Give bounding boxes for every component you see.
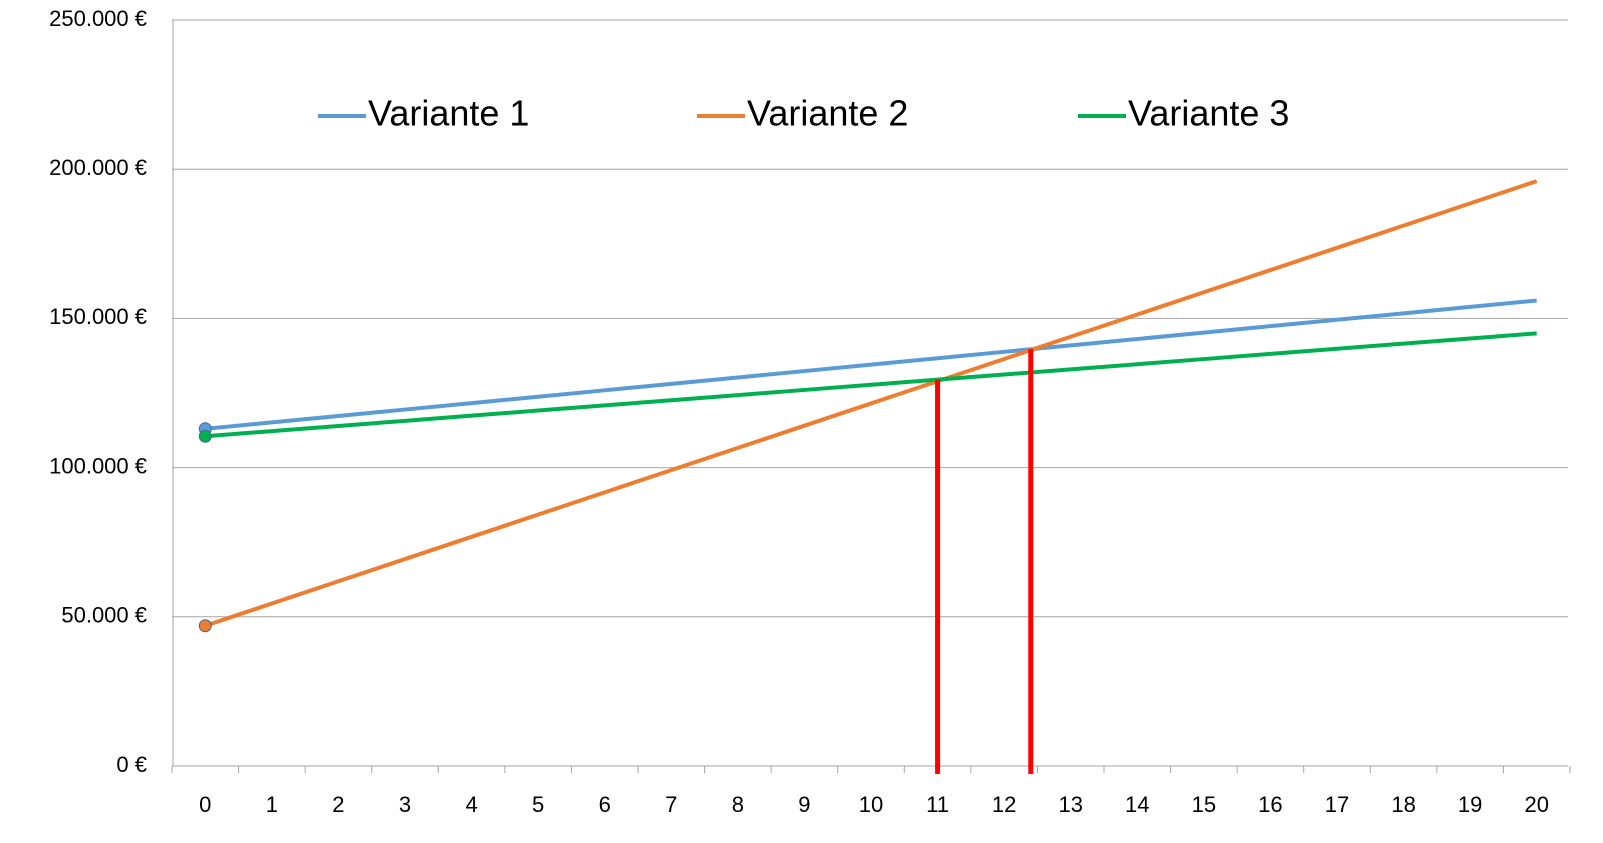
x-tick-label: 5: [532, 792, 544, 817]
legend-label: Variante 3: [1128, 93, 1289, 134]
x-tick-label: 17: [1325, 792, 1349, 817]
x-tick-label: 6: [599, 792, 611, 817]
x-tick-label: 11: [926, 792, 949, 817]
x-tick-label: 14: [1125, 792, 1149, 817]
y-tick-label: 250.000 €: [49, 6, 147, 31]
x-tick-label: 13: [1058, 792, 1082, 817]
y-tick-label: 150.000 €: [49, 304, 147, 329]
x-tick-label: 19: [1458, 792, 1482, 817]
y-tick-label: 200.000 €: [49, 155, 147, 180]
y-tick-label: 0 €: [116, 752, 147, 777]
x-tick-label: 0: [199, 792, 211, 817]
legend-label: Variante 1: [368, 93, 529, 134]
series-line: [204, 179, 1538, 628]
series-marker: [198, 429, 212, 443]
series-marker: [198, 619, 212, 633]
x-tick-label: 16: [1258, 792, 1282, 817]
series-line: [205, 298, 1537, 431]
y-tick-label: 50.000 €: [61, 603, 147, 628]
x-tick-label: 15: [1192, 792, 1216, 817]
x-tick-label: 20: [1524, 792, 1548, 817]
x-tick-label: 7: [665, 792, 677, 817]
x-tick-label: 18: [1391, 792, 1415, 817]
x-tick-label: 4: [465, 792, 477, 817]
x-tick-label: 8: [732, 792, 744, 817]
x-tick-label: 12: [992, 792, 1016, 817]
x-tick-label: 2: [332, 792, 344, 817]
x-tick-label: 9: [798, 792, 810, 817]
x-tick-label: 3: [399, 792, 411, 817]
legend-label: Variante 2: [747, 93, 908, 134]
y-tick-label: 100.000 €: [49, 453, 147, 478]
series-line: [205, 331, 1537, 439]
x-tick-label: 1: [266, 792, 278, 817]
x-tick-label: 10: [859, 792, 883, 817]
